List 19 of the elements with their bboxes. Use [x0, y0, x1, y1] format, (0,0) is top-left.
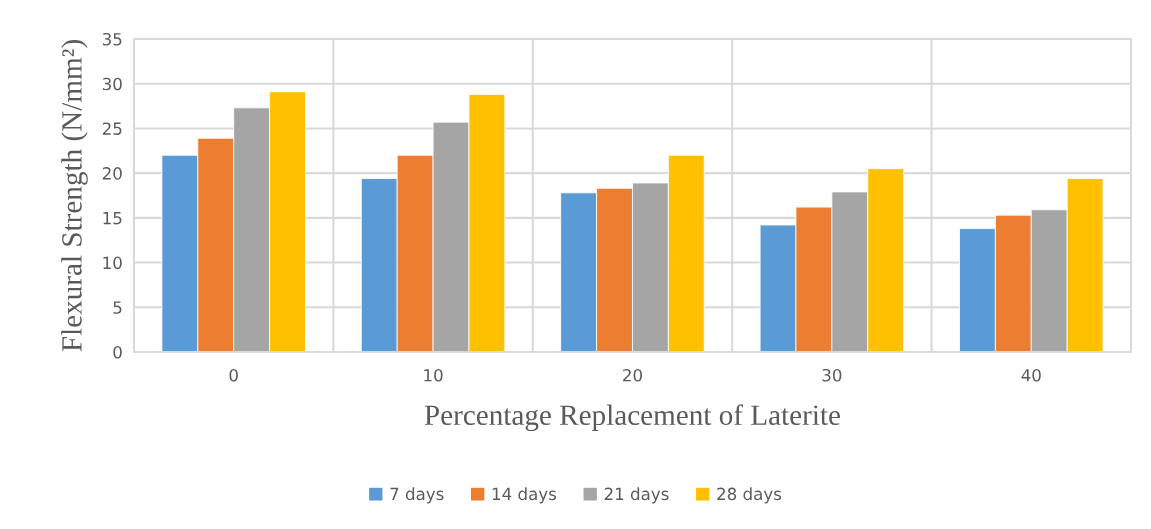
x-tick-label: 40 [1021, 368, 1041, 382]
legend-label: 28 days [717, 487, 782, 504]
legend-label: 7 days [390, 487, 444, 504]
y-tick-label: 35 [102, 32, 122, 46]
y-tick-label: 10 [103, 256, 122, 270]
x-tick-label: 10 [424, 368, 443, 382]
x-tick-label: 30 [822, 368, 842, 382]
y-tick-label: 25 [102, 122, 122, 135]
y-axis-title: Flexural Strength (N/mm²) [61, 40, 88, 352]
x-tick-label: 0 [229, 368, 238, 382]
y-tick-label: 5 [113, 301, 122, 314]
y-tick-label: 15 [103, 212, 122, 225]
legend-label: 14 days [492, 487, 557, 504]
y-tick-label: 0 [113, 345, 122, 359]
x-axis-title: Percentage Replacement of Laterite [424, 404, 840, 432]
x-tick-label: 20 [623, 368, 642, 382]
y-tick-label: 30 [102, 77, 122, 91]
legend-label: 21 days [604, 487, 669, 504]
y-tick-label: 20 [102, 167, 122, 180]
